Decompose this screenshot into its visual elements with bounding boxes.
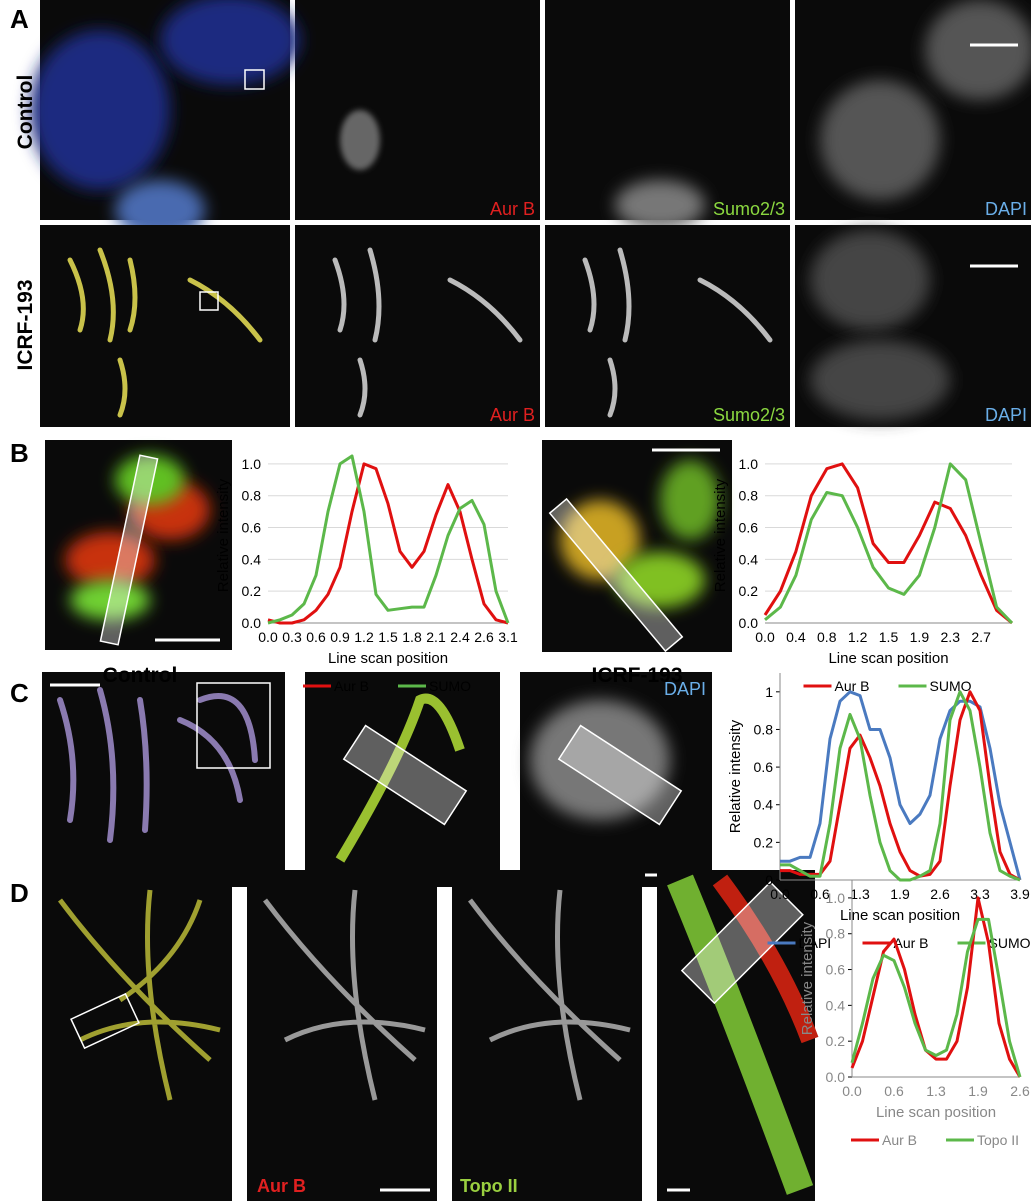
panel-d-images xyxy=(42,870,815,1201)
y-tick-label: 0.2 xyxy=(826,1033,846,1049)
data-line xyxy=(765,464,1012,623)
x-tick-label: 2.3 xyxy=(941,629,961,645)
channel-label: Aur B xyxy=(490,199,535,219)
y-tick-label: 0.6 xyxy=(754,759,774,775)
x-tick-label: 2.7 xyxy=(971,629,991,645)
x-tick-label: 1.3 xyxy=(926,1083,946,1099)
legend-label: Aur B xyxy=(334,678,369,694)
y-tick-label: 1.0 xyxy=(739,456,759,472)
y-tick-label: 0.6 xyxy=(739,520,759,536)
panel-label: B xyxy=(10,438,29,468)
x-tick-label: 2.4 xyxy=(450,629,470,645)
y-tick-label: 0.4 xyxy=(826,997,846,1013)
x-tick-label: 1.5 xyxy=(879,629,899,645)
y-axis-title: Relative intensity xyxy=(727,719,744,833)
row-label: Control xyxy=(14,75,37,150)
y-tick-label: 0.8 xyxy=(739,488,759,504)
x-tick-label: 0.0 xyxy=(770,886,790,902)
x-tick-label: 0.9 xyxy=(330,629,350,645)
x-tick-label: 0.0 xyxy=(755,629,775,645)
channel-label: DAPI xyxy=(985,199,1027,219)
x-tick-label: 0.4 xyxy=(786,629,806,645)
channel-label: Sumo2/3 xyxy=(713,199,785,219)
y-tick-label: 0.4 xyxy=(242,551,262,567)
x-tick-label: 1.9 xyxy=(890,886,910,902)
x-tick-label: 0.0 xyxy=(842,1083,862,1099)
data-line xyxy=(268,464,508,623)
data-line xyxy=(765,464,1012,623)
channel-label: DAPI xyxy=(664,679,706,699)
channel-label: Aur B xyxy=(490,405,535,425)
data-line xyxy=(852,898,1020,1077)
channel-label: DAPI xyxy=(985,405,1027,425)
x-tick-label: 1.2 xyxy=(354,629,374,645)
x-tick-label: 1.8 xyxy=(402,629,422,645)
x-tick-label: 2.6 xyxy=(474,629,494,645)
panel-label: D xyxy=(10,878,29,908)
channel-label: Topo II xyxy=(460,1176,518,1196)
y-tick-label: 1 xyxy=(765,684,773,700)
x-tick-label: 1.9 xyxy=(910,629,930,645)
x-axis-title: Line scan position xyxy=(876,1104,996,1121)
legend-label: Aur B xyxy=(882,1132,917,1148)
y-tick-label: 0.8 xyxy=(754,721,774,737)
row-label: ICRF-193 xyxy=(14,279,37,370)
x-tick-label: 0.6 xyxy=(884,1083,904,1099)
x-tick-label: 2.6 xyxy=(1010,1083,1030,1099)
legend-label: SUMO xyxy=(429,678,471,694)
y-tick-label: 1.0 xyxy=(826,890,846,906)
x-tick-label: 0.0 xyxy=(258,629,278,645)
legend-label: SUMO xyxy=(930,678,972,694)
channel-label: Sumo2/3 xyxy=(713,405,785,425)
x-tick-label: 1.5 xyxy=(378,629,398,645)
x-tick-label: 3.3 xyxy=(970,886,990,902)
x-axis-title: Line scan position xyxy=(328,650,448,667)
y-tick-label: 0.8 xyxy=(826,926,846,942)
panel-label: C xyxy=(10,678,29,708)
data-line xyxy=(268,456,508,623)
x-tick-label: 0.3 xyxy=(282,629,302,645)
x-tick-label: 0.8 xyxy=(817,629,837,645)
x-tick-label: 1.2 xyxy=(848,629,868,645)
panel-label: A xyxy=(10,4,29,34)
channel-label: Aur B xyxy=(257,1176,306,1196)
x-tick-label: 3.1 xyxy=(498,629,518,645)
x-tick-label: 2.6 xyxy=(930,886,950,902)
y-tick-label: 0.2 xyxy=(754,834,774,850)
condition-label: Control xyxy=(103,664,178,687)
panel-b-images xyxy=(45,440,732,652)
x-axis-title: Line scan position xyxy=(828,650,948,667)
y-tick-label: 0.6 xyxy=(826,962,846,978)
y-tick-label: 0.4 xyxy=(739,551,759,567)
y-axis-title: Relative intensity xyxy=(712,478,729,592)
panel-c-images xyxy=(42,672,712,887)
y-tick-label: 0.6 xyxy=(242,520,262,536)
x-tick-label: 1.3 xyxy=(850,886,870,902)
figure: A B C D Control ICRF-193 Aur B Sumo2/3 D… xyxy=(0,0,1031,1201)
x-tick-label: 3.9 xyxy=(1010,886,1030,902)
y-tick-label: 0.8 xyxy=(242,488,262,504)
x-tick-label: 0.6 xyxy=(306,629,326,645)
y-tick-label: 0.2 xyxy=(739,583,759,599)
y-axis-title: Relative intensity xyxy=(215,478,232,592)
y-tick-label: 0.4 xyxy=(754,797,774,813)
y-tick-label: 1.0 xyxy=(242,456,262,472)
x-tick-label: 2.1 xyxy=(426,629,446,645)
y-tick-label: 0.2 xyxy=(242,583,262,599)
y-axis-title: Relative intensity xyxy=(799,921,816,1035)
x-axis-title: Line scan position xyxy=(840,907,960,924)
x-tick-label: 1.9 xyxy=(968,1083,988,1099)
legend-label: Topo II xyxy=(977,1132,1019,1148)
